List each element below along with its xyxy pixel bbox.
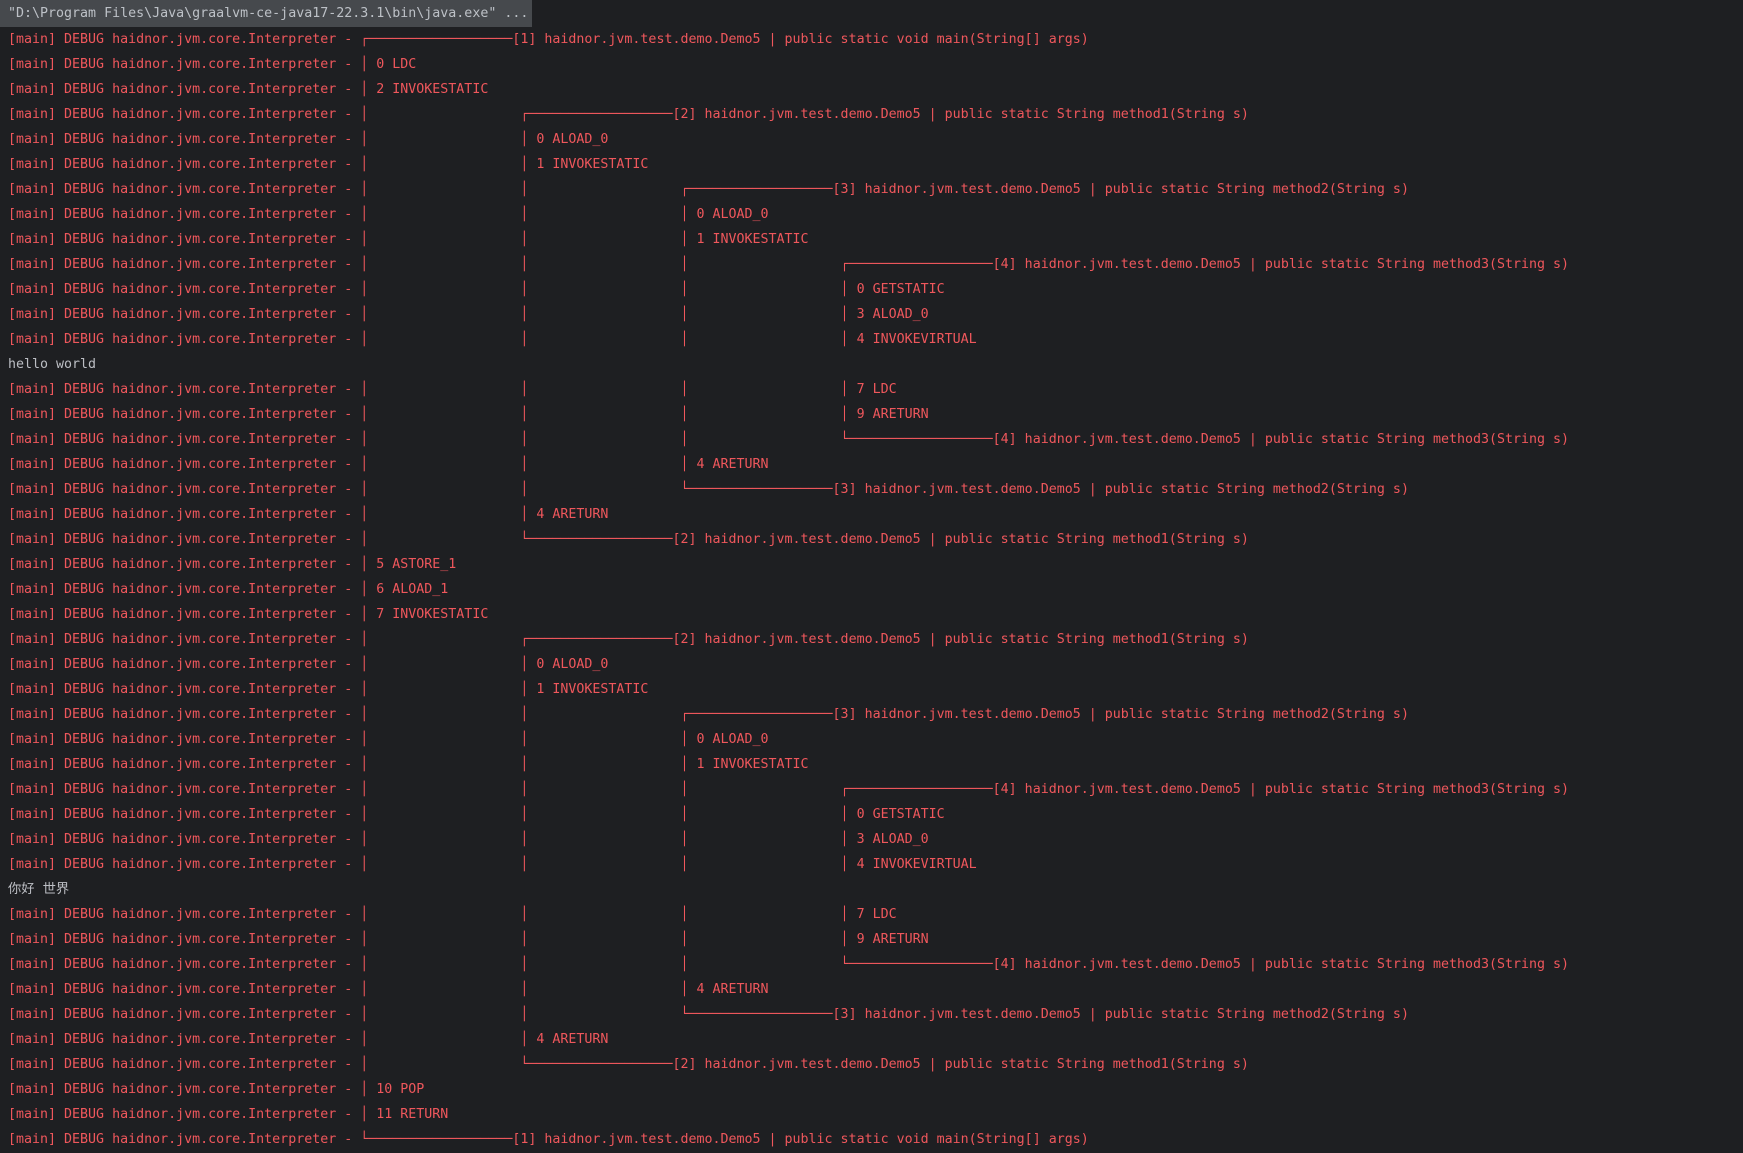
log-line: [main] DEBUG haidnor.jvm.core.Interprete… (8, 507, 609, 522)
log-line: [main] DEBUG haidnor.jvm.core.Interprete… (8, 757, 809, 772)
log-line: [main] DEBUG haidnor.jvm.core.Interprete… (8, 907, 897, 922)
log-line: [main] DEBUG haidnor.jvm.core.Interprete… (8, 182, 1409, 197)
command-text: "D:\Program Files\Java\graalvm-ce-java17… (0, 0, 533, 27)
log-line: [main] DEBUG haidnor.jvm.core.Interprete… (8, 207, 769, 222)
log-line: [main] DEBUG haidnor.jvm.core.Interprete… (8, 82, 489, 97)
log-line: [main] DEBUG haidnor.jvm.core.Interprete… (8, 157, 649, 172)
log-line: [main] DEBUG haidnor.jvm.core.Interprete… (8, 782, 1570, 797)
log-line: [main] DEBUG haidnor.jvm.core.Interprete… (8, 582, 449, 597)
log-line: [main] DEBUG haidnor.jvm.core.Interprete… (8, 132, 609, 147)
log-line: [main] DEBUG haidnor.jvm.core.Interprete… (8, 232, 809, 247)
command-line: "D:\Program Files\Java\graalvm-ce-java17… (0, 0, 1743, 27)
log-line: [main] DEBUG haidnor.jvm.core.Interprete… (8, 1107, 449, 1122)
log-line: [main] DEBUG haidnor.jvm.core.Interprete… (8, 532, 1249, 547)
log-line: [main] DEBUG haidnor.jvm.core.Interprete… (8, 382, 897, 397)
log-line: [main] DEBUG haidnor.jvm.core.Interprete… (8, 332, 977, 347)
log-line: [main] DEBUG haidnor.jvm.core.Interprete… (8, 1032, 609, 1047)
log-line: [main] DEBUG haidnor.jvm.core.Interprete… (8, 307, 929, 322)
log-line: [main] DEBUG haidnor.jvm.core.Interprete… (8, 557, 457, 572)
log-line: [main] DEBUG haidnor.jvm.core.Interprete… (8, 932, 929, 947)
log-line: [main] DEBUG haidnor.jvm.core.Interprete… (8, 432, 1570, 447)
log-line: [main] DEBUG haidnor.jvm.core.Interprete… (8, 257, 1570, 272)
log-line: [main] DEBUG haidnor.jvm.core.Interprete… (8, 857, 977, 872)
log-line: [main] DEBUG haidnor.jvm.core.Interprete… (8, 282, 945, 297)
log-line: [main] DEBUG haidnor.jvm.core.Interprete… (8, 657, 609, 672)
log-line: [main] DEBUG haidnor.jvm.core.Interprete… (8, 957, 1570, 972)
log-output[interactable]: [main] DEBUG haidnor.jvm.core.Interprete… (0, 27, 1743, 1152)
log-line: [main] DEBUG haidnor.jvm.core.Interprete… (8, 1082, 425, 1097)
log-line: [main] DEBUG haidnor.jvm.core.Interprete… (8, 632, 1249, 647)
log-line: [main] DEBUG haidnor.jvm.core.Interprete… (8, 732, 769, 747)
log-line: [main] DEBUG haidnor.jvm.core.Interprete… (8, 982, 769, 997)
log-line: [main] DEBUG haidnor.jvm.core.Interprete… (8, 1132, 1089, 1147)
log-line: [main] DEBUG haidnor.jvm.core.Interprete… (8, 707, 1409, 722)
log-line: [main] DEBUG haidnor.jvm.core.Interprete… (8, 807, 945, 822)
log-line: [main] DEBUG haidnor.jvm.core.Interprete… (8, 1057, 1249, 1072)
log-line: [main] DEBUG haidnor.jvm.core.Interprete… (8, 407, 929, 422)
log-line: [main] DEBUG haidnor.jvm.core.Interprete… (8, 107, 1249, 122)
log-line: [main] DEBUG haidnor.jvm.core.Interprete… (8, 682, 649, 697)
log-line: [main] DEBUG haidnor.jvm.core.Interprete… (8, 1007, 1409, 1022)
stdout-line: hello world (8, 357, 97, 372)
log-line: [main] DEBUG haidnor.jvm.core.Interprete… (8, 32, 1089, 47)
log-line: [main] DEBUG haidnor.jvm.core.Interprete… (8, 482, 1409, 497)
stdout-line: 你好 世界 (8, 882, 70, 897)
log-line: [main] DEBUG haidnor.jvm.core.Interprete… (8, 57, 417, 72)
log-line: [main] DEBUG haidnor.jvm.core.Interprete… (8, 457, 769, 472)
log-line: [main] DEBUG haidnor.jvm.core.Interprete… (8, 607, 489, 622)
log-line: [main] DEBUG haidnor.jvm.core.Interprete… (8, 832, 929, 847)
